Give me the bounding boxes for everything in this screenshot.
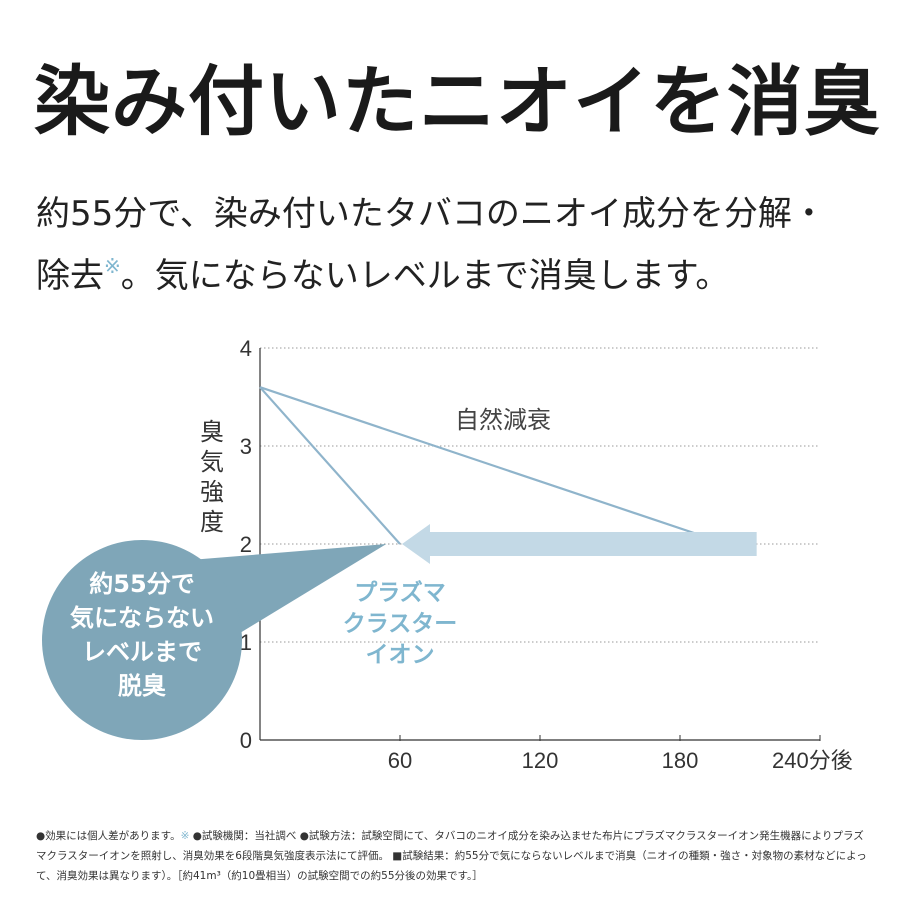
callout-text: 気にならない — [70, 604, 214, 632]
x-tick-label: 180 — [662, 748, 699, 773]
y-tick-label: 2 — [240, 532, 252, 557]
lead-line-2-b: 。気にならないレベルまで消臭します。 — [120, 256, 730, 296]
y-axis-label-char: 強 — [200, 478, 224, 506]
footnote: ●効果には個人差があります。※ ●試験機関：当社調べ ●試験方法：試験空間にて、… — [36, 826, 872, 886]
natural-decay-label: 自然減衰 — [455, 406, 551, 434]
grid-layer — [260, 347, 820, 643]
x-tick-label: 240分後 — [772, 748, 853, 773]
footnote-mark: ※ — [180, 830, 190, 842]
lead-line-2-a: 除去 — [36, 256, 104, 296]
axis-layer: 0 1 2 3 4 60 120 180 240分後 臭気強度 — [200, 336, 853, 773]
y-axis-label-char: 臭 — [200, 418, 224, 446]
callout-bubble — [42, 540, 242, 740]
series-line-plasma-cluster — [259, 386, 401, 545]
callout-text: 脱臭 — [118, 672, 166, 700]
lead-text: 約55分で、染み付いたタバコのニオイ成分を分解・ 除去※。気にならないレベルまで… — [36, 188, 876, 302]
x-tick-label: 120 — [522, 748, 559, 773]
plasma-cluster-label: イオン — [366, 642, 435, 668]
y-axis-label-char: 気 — [200, 448, 224, 476]
lead-note-mark: ※ — [104, 254, 121, 278]
reduction-arrow — [402, 524, 757, 564]
y-tick-label: 4 — [240, 336, 252, 361]
lead-line-2: 除去※。気にならないレベルまで消臭します。 — [36, 240, 876, 302]
series-line-natural-decay — [259, 386, 728, 546]
series-layer — [259, 386, 728, 546]
y-tick-label: 1 — [240, 630, 252, 655]
headline: 染み付いたニオイを消臭 — [34, 57, 881, 146]
footnote-part-a: ●効果には個人差があります。 — [36, 830, 181, 842]
x-tick-label: 60 — [388, 748, 412, 773]
y-axis-label-char: 度 — [200, 508, 224, 536]
lead-line-1: 約55分で、染み付いたタバコのニオイ成分を分解・ — [36, 194, 826, 234]
y-tick-label: 0 — [240, 728, 252, 753]
footnote-part-b: ●試験機関：当社調べ ●試験方法：試験空間にて、タバコのニオイ成分を染み込ませた… — [36, 830, 867, 882]
plasma-cluster-label: クラスター — [343, 611, 458, 637]
callout-text: 約55分で — [89, 570, 194, 598]
callout-text: レベルまで — [82, 638, 202, 666]
y-tick-label: 3 — [240, 434, 252, 459]
plasma-cluster-label: プラズマ — [354, 579, 446, 606]
